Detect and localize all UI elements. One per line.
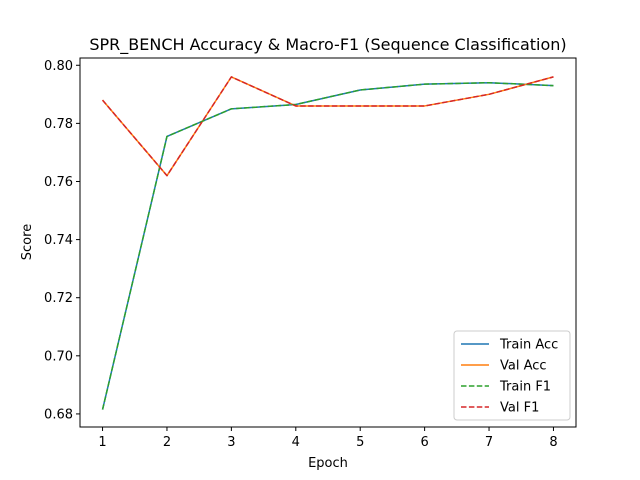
series-line-3 — [101, 76, 554, 177]
x-tick-label: 3 — [227, 435, 235, 450]
y-tick-label: 0.76 — [44, 175, 73, 190]
y-tick-label: 0.80 — [44, 59, 73, 74]
x-tick-label: 6 — [420, 435, 428, 450]
legend-label-0: Train Acc — [499, 338, 558, 353]
x-axis-label: Epoch — [308, 456, 348, 471]
legend-label-2: Train F1 — [499, 380, 551, 395]
plot-frame — [79, 57, 577, 428]
y-tick-label: 0.70 — [44, 349, 73, 364]
y-tick-label: 0.74 — [44, 233, 73, 248]
y-tick-label: 0.78 — [44, 117, 73, 132]
series-layer — [101, 76, 554, 410]
legend-label-1: Val Acc — [500, 359, 547, 374]
y-tick-label: 0.68 — [44, 407, 73, 422]
x-tick-label: 5 — [356, 435, 364, 450]
x-tick-label: 1 — [98, 435, 106, 450]
ticks-layer: 1 2 3 4 5 6 7 8 0.68 0.70 0.72 0.74 0.76 0.78 0.80 — [44, 59, 558, 450]
x-tick-label: 4 — [292, 435, 300, 450]
x-tick-label: 7 — [485, 435, 493, 450]
legend-box — [453, 330, 571, 421]
legend: Train Acc Val Acc Train F1 Val F1 — [453, 330, 571, 421]
chart-title: SPR_BENCH Accuracy & Macro-F1 (Sequence … — [89, 35, 566, 55]
series-line-0 — [101, 81, 554, 410]
x-tick-label: 8 — [549, 435, 557, 450]
x-tick-label: 2 — [163, 435, 171, 450]
legend-label-3: Val F1 — [500, 401, 539, 416]
y-axis-label: Score — [20, 224, 35, 260]
y-tick-label: 0.72 — [44, 291, 73, 306]
